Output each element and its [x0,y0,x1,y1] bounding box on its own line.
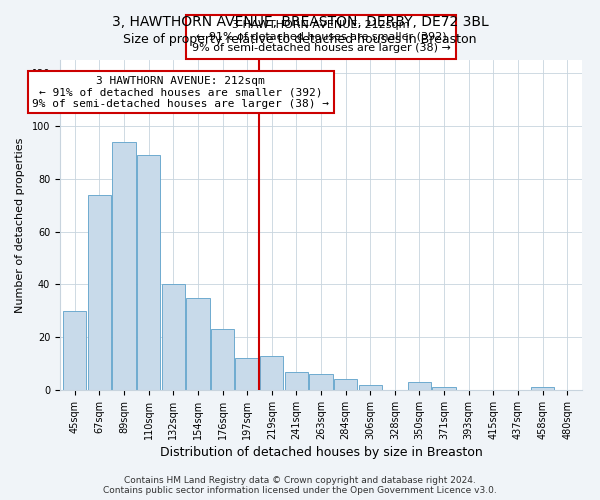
Bar [161,284,185,390]
Bar [235,358,259,390]
Bar [531,388,554,390]
Text: Size of property relative to detached houses in Breaston: Size of property relative to detached ho… [123,32,477,46]
Bar [310,374,332,390]
Bar [63,311,86,390]
Y-axis label: Number of detached properties: Number of detached properties [15,138,25,312]
Bar [284,372,308,390]
Bar [88,194,111,390]
Bar [211,330,234,390]
Bar [260,356,283,390]
Text: 3, HAWTHORN AVENUE, BREASTON, DERBY, DE72 3BL: 3, HAWTHORN AVENUE, BREASTON, DERBY, DE7… [112,15,488,29]
Bar [334,380,358,390]
Bar [186,298,209,390]
Bar [137,155,160,390]
Text: Contains HM Land Registry data © Crown copyright and database right 2024.
Contai: Contains HM Land Registry data © Crown c… [103,476,497,495]
Bar [408,382,431,390]
Bar [359,384,382,390]
Text: 3 HAWTHORN AVENUE: 212sqm
← 91% of detached houses are smaller (392)
9% of semi-: 3 HAWTHORN AVENUE: 212sqm ← 91% of detac… [32,76,329,109]
X-axis label: Distribution of detached houses by size in Breaston: Distribution of detached houses by size … [160,446,482,459]
Text: 3 HAWTHORN AVENUE: 212sqm
← 91% of detached houses are smaller (392)
9% of semi-: 3 HAWTHORN AVENUE: 212sqm ← 91% of detac… [191,20,451,54]
Bar [433,388,456,390]
Bar [112,142,136,390]
